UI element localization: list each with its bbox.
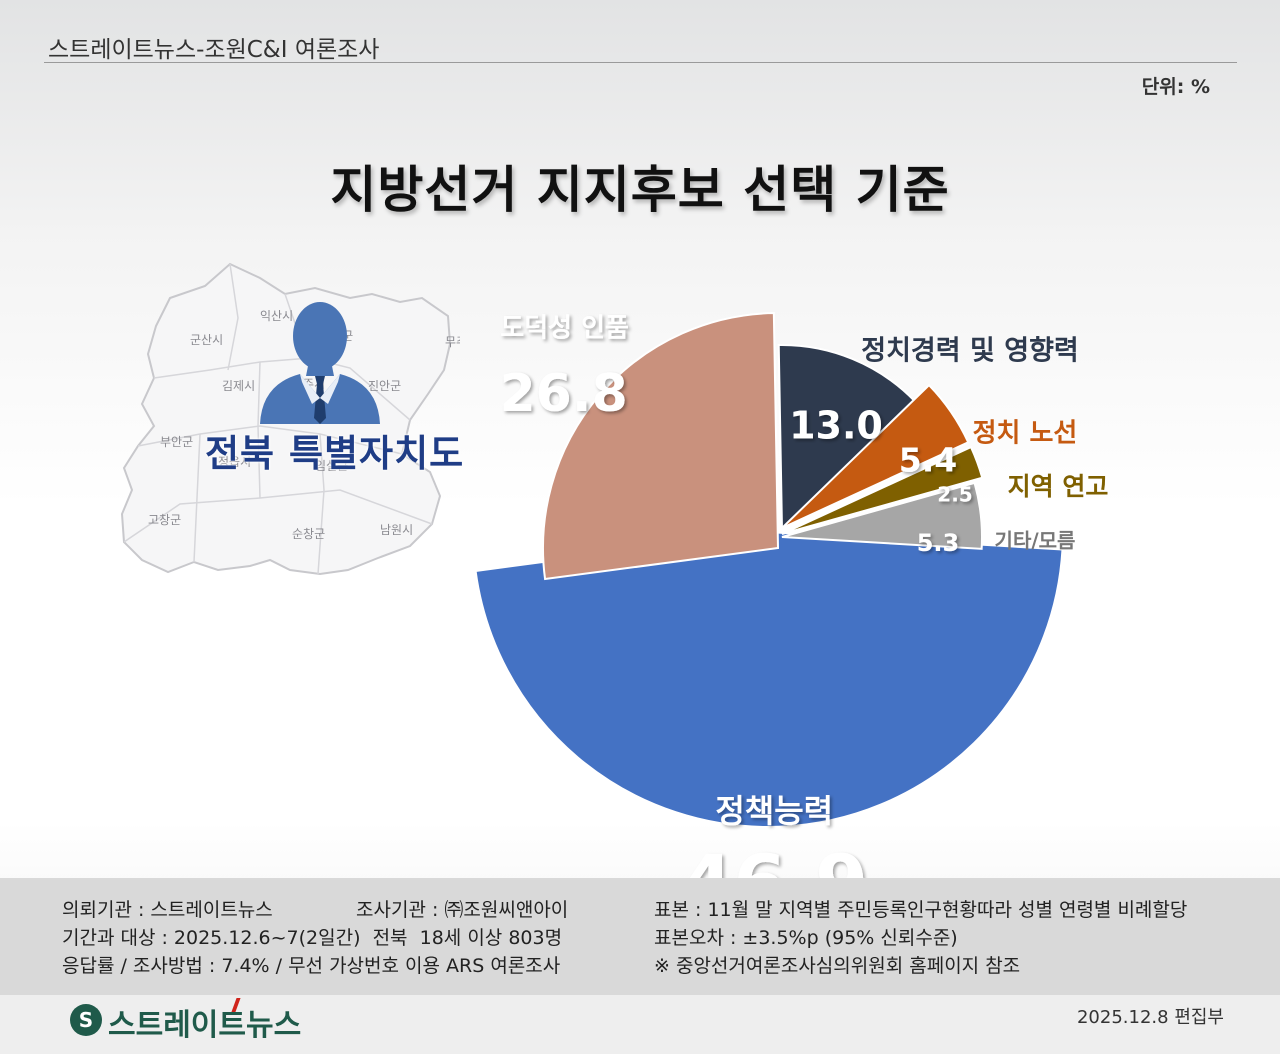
slice-value: 2.5 [937, 483, 972, 507]
map-city: 익산시 [260, 309, 293, 323]
map-city: 부안군 [160, 435, 193, 449]
pie-slice [542, 312, 780, 581]
slice-label: 지역 연고 [1008, 472, 1109, 501]
agency-info: 조사기관 : ㈜조원씨앤아이 [356, 899, 569, 921]
slice-label: 기타/모름 [995, 529, 1076, 553]
method-info: 응답률 / 조사방법 : 7.4% / 무선 가상번호 이용 ARS 여론조사 [62, 955, 561, 977]
client-info: 의뢰기관 : 스트레이트뉴스 [62, 899, 273, 921]
slice-value: 26.8 [500, 364, 628, 424]
map-city: 군산시 [190, 333, 223, 347]
pie-slice [777, 344, 917, 533]
sample-info: 표본 : 11월 말 지역별 주민등록인구현황따라 성별 연령별 비례할당 [654, 899, 1188, 921]
map-city: 정읍시 [218, 455, 251, 469]
chart-title: 지방선거 지지후보 선택 기준 [330, 161, 950, 219]
slice-value: 13.0 [789, 404, 883, 448]
survey-info-panel: 의뢰기관 : 스트레이트뉴스 조사기관 : ㈜조원씨앤아이 기간과 대상 : 2… [0, 878, 1280, 995]
map-city: 임실군 [315, 459, 348, 473]
jeonbuk-map: 익산시 군산시 완주군 무주군 김제시 전주시 진안군 부안군 정읍시 임실군 … [120, 262, 460, 576]
map-city: 김제시 [222, 379, 255, 393]
survey-source: 스트레이트뉴스-조원C&I 여론조사 [48, 37, 380, 63]
slice-label: 도덕성 인품 [500, 314, 629, 344]
slice-label: 정책능력 [715, 792, 833, 830]
region-label: 전북 특별자치도 [205, 432, 465, 475]
unit-label: 단위: % [1141, 76, 1210, 98]
slice-value: 5.3 [917, 529, 960, 557]
map-city: 진안군 [368, 379, 401, 393]
edit-date: 2025.12.8 편집부 [1076, 1007, 1224, 1028]
map-city: 순창군 [292, 527, 325, 541]
map-city: 남원시 [380, 523, 413, 537]
pie-slice [781, 481, 983, 550]
pie-slice [474, 530, 1064, 828]
error-info: 표본오차 : ±3.5%p (95% 신뢰수준) [654, 927, 958, 949]
bottom-bar [0, 995, 1280, 1054]
slice-value: 5.4 [899, 441, 957, 480]
slice-label: 정치 노선 [973, 419, 1078, 449]
logo-text: 스트레이트뉴스 [108, 1008, 302, 1043]
header-divider [44, 62, 1237, 63]
map-city: 고창군 [148, 513, 181, 527]
pie-slice [781, 383, 970, 529]
reference-note: ※ 중앙선거여론조사심의위원회 홈페이지 참조 [654, 955, 1021, 977]
period-info: 기간과 대상 : 2025.12.6~7(2일간) 전북 18세 이상 803명 [62, 927, 563, 949]
slice-label: 정치경력 및 영향력 [861, 336, 1079, 367]
logo-icon: S [70, 1004, 102, 1036]
map-city: 무주군 [445, 335, 460, 349]
pie-slice [781, 445, 984, 535]
